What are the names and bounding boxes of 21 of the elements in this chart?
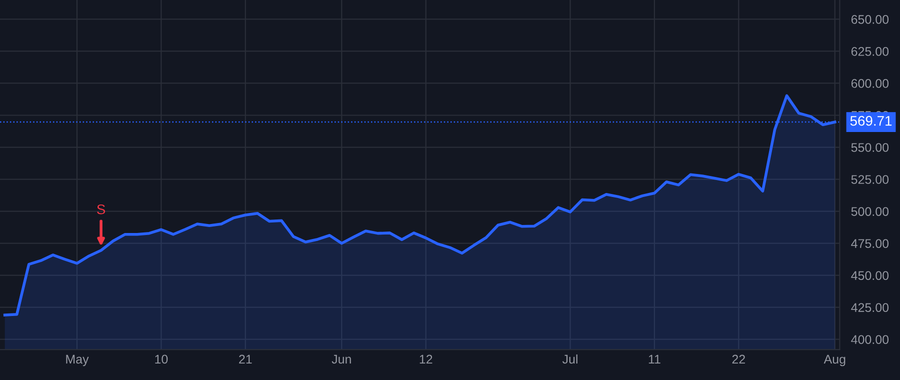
y-tick-label: 650.00 [851, 15, 889, 24]
y-tick-label: 450.00 [851, 271, 889, 280]
ref-line-label: 569.71 [850, 116, 892, 126]
x-tick-label: Jun [332, 354, 351, 364]
x-tick-label: 21 [239, 354, 252, 364]
x-tick-label: 10 [155, 354, 168, 364]
x-tick-label: May [66, 354, 89, 366]
y-tick-label: 625.00 [851, 47, 889, 56]
y-tick-label: 525.00 [851, 175, 889, 184]
x-tick-label: Jul [562, 354, 578, 364]
annotation: S [97, 204, 106, 214]
y-tick-label: 550.00 [851, 143, 889, 152]
y-tick-label: 600.00 [851, 79, 889, 88]
y-tick-label: 425.00 [851, 303, 889, 312]
x-tick-label: Aug [824, 354, 846, 366]
x-tick-label: 22 [732, 354, 745, 364]
y-tick-label: 475.00 [851, 239, 889, 248]
y-tick-label: 400.00 [851, 335, 889, 344]
x-tick-label: 11 [648, 354, 660, 364]
y-tick-label: 500.00 [851, 207, 889, 216]
x-tick-label: 12 [420, 354, 432, 364]
